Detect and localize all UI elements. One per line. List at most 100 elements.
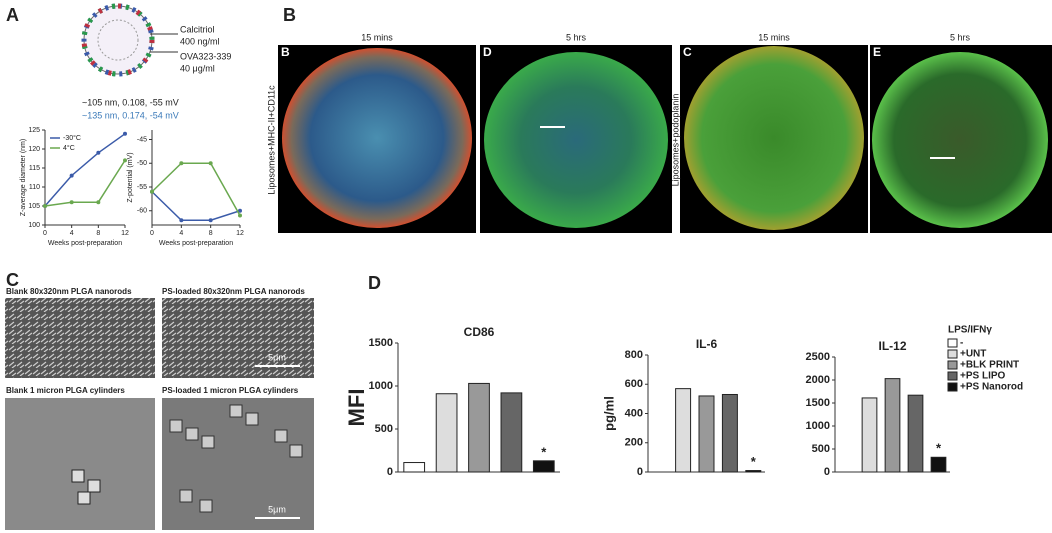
panel-label: A xyxy=(6,5,19,25)
data-point xyxy=(69,200,74,205)
y-tick-label: 100 xyxy=(28,222,40,229)
panel-label: C xyxy=(6,270,19,290)
bar xyxy=(435,393,458,473)
data-point xyxy=(150,189,154,194)
x-tick-label: 4 xyxy=(179,230,183,237)
bar xyxy=(745,470,762,473)
legend-label: +PS LIPO xyxy=(960,371,1006,382)
series-line xyxy=(44,133,126,207)
bar xyxy=(468,382,490,473)
y-tick-label: 2500 xyxy=(806,351,830,363)
image-label: D xyxy=(483,45,492,59)
image-label: E xyxy=(873,45,881,59)
y-axis-label: pg/ml xyxy=(601,396,616,431)
drug-label: OVA323-339 xyxy=(180,51,231,61)
scale-bar-label: 5μm xyxy=(268,352,286,362)
data-point xyxy=(179,218,184,223)
legend-swatch xyxy=(947,371,958,381)
bar xyxy=(698,395,715,473)
y-axis-label: Z-average diameter (nm) xyxy=(20,139,27,216)
legend-label: - xyxy=(960,338,963,349)
bar xyxy=(930,456,947,473)
x-tick-label: 12 xyxy=(121,230,129,237)
chart-title: IL-6 xyxy=(696,337,718,351)
data-point xyxy=(96,150,101,155)
image-caption: Blank 80x320nm PLGA nanorods xyxy=(6,287,132,296)
time-label: 5 hrs xyxy=(566,32,587,42)
data-point xyxy=(43,204,47,208)
stain-label: Liposomes+podoplanin xyxy=(670,94,680,187)
data-point xyxy=(238,208,242,213)
stats-label: ~105 nm, 0.108, -55 mV xyxy=(82,97,179,107)
y-tick-label: 1500 xyxy=(369,337,393,349)
panel-label: D xyxy=(368,273,381,293)
y-tick-label: -60 xyxy=(137,208,147,215)
series-line xyxy=(44,159,126,207)
legend-title: LPS/IFNγ xyxy=(948,325,992,336)
y-tick-label: 500 xyxy=(375,423,393,435)
bar xyxy=(861,397,878,473)
y-axis-label: Z-potential (mV) xyxy=(127,152,134,202)
y-tick-label: 120 xyxy=(28,146,40,153)
data-point xyxy=(208,161,213,166)
y-tick-label: 200 xyxy=(625,437,643,449)
x-axis-label: Weeks post-preparation xyxy=(159,240,233,247)
sem-images xyxy=(5,298,314,530)
x-tick-label: 0 xyxy=(150,230,154,237)
drug-label: Calcitriol xyxy=(180,24,215,34)
y-tick-label: -55 xyxy=(137,184,147,191)
y-tick-label: 115 xyxy=(29,165,40,172)
image-caption: Blank 1 micron PLGA cylinders xyxy=(6,386,125,395)
stain-label: Liposomes+MHC-II+CD11c xyxy=(266,85,276,195)
chart-title: CD86 xyxy=(464,325,495,339)
legend-label: -30°C xyxy=(63,134,81,142)
significance-mark: * xyxy=(751,454,757,469)
image-label: C xyxy=(683,45,692,59)
time-label: 5 hrs xyxy=(950,32,971,42)
data-point xyxy=(69,173,74,178)
legend-swatch xyxy=(947,360,958,370)
image-caption: PS-loaded 80x320nm PLGA nanorods xyxy=(162,287,305,296)
series-line xyxy=(151,162,241,216)
image-label: B xyxy=(281,45,290,59)
scale-bar-label: 5μm xyxy=(268,504,286,514)
y-tick-label: 1000 xyxy=(369,380,393,392)
y-tick-label: 600 xyxy=(625,378,643,390)
bar xyxy=(500,392,523,473)
data-point xyxy=(208,218,213,223)
stats-label: ~135 nm, 0.174, -54 mV xyxy=(82,110,179,120)
image-caption: PS-loaded 1 micron PLGA cylinders xyxy=(162,386,299,395)
legend-label: +PS Nanorod xyxy=(960,382,1023,393)
legend-label: +BLK PRINT xyxy=(960,360,1019,371)
bar xyxy=(721,393,738,473)
y-tick-label: 2000 xyxy=(806,374,830,386)
x-tick-label: 8 xyxy=(96,230,100,237)
significance-mark: * xyxy=(541,444,547,459)
y-tick-label: 800 xyxy=(625,349,643,361)
x-tick-label: 8 xyxy=(209,230,213,237)
legend-swatch xyxy=(947,382,958,392)
dose-label: 400 ng/ml xyxy=(180,36,220,46)
y-tick-label: 1000 xyxy=(806,420,830,432)
data-point xyxy=(238,213,242,218)
bar xyxy=(884,378,901,473)
y-axis-label: MFI xyxy=(344,389,369,427)
x-tick-label: 4 xyxy=(70,230,74,237)
bar xyxy=(675,388,692,473)
series-line xyxy=(151,191,241,221)
y-tick-label: 110 xyxy=(29,184,40,191)
legend-swatch xyxy=(947,349,958,359)
data-point xyxy=(96,200,101,205)
y-tick-label: 105 xyxy=(28,203,40,210)
time-label: 15 mins xyxy=(361,32,393,42)
legend-label: 4°C xyxy=(63,144,75,152)
time-label: 15 mins xyxy=(758,32,790,42)
y-tick-label: 0 xyxy=(637,466,643,478)
y-tick-label: 1500 xyxy=(806,397,830,409)
x-axis-label: Weeks post-preparation xyxy=(48,240,122,247)
data-point xyxy=(123,131,127,136)
y-tick-label: 400 xyxy=(625,407,643,419)
x-tick-label: 12 xyxy=(236,230,244,237)
data-point xyxy=(123,158,127,163)
y-tick-label: -45 xyxy=(137,136,147,143)
